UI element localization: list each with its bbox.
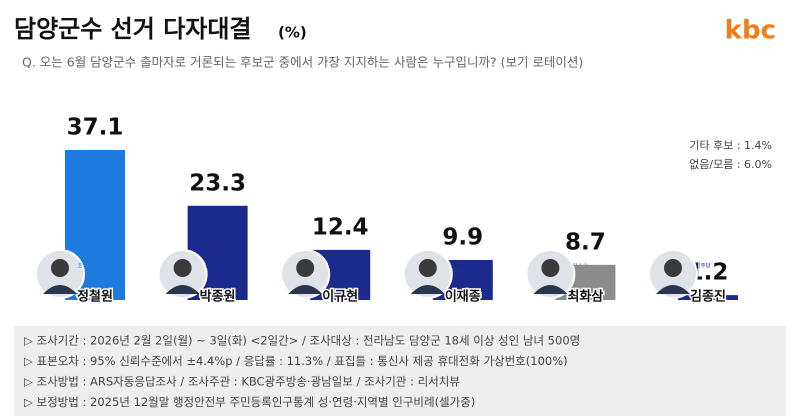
x-tick-label: 김종진 [690,289,726,305]
value-label: 37.1 [67,115,124,141]
footer-line: ▷ 표본오차 : 95% 신뢰수준에서 ±4.4%p / 응답률 : 11.3%… [24,354,568,368]
photo-body [288,285,323,294]
photo-head [418,259,437,277]
photo-head [173,259,192,277]
photo-body [410,285,445,294]
party-label: 민주당 [328,262,343,270]
party-label: 민주당 [695,262,710,270]
party-label: 조국혁신당 [77,262,102,270]
x-tick-label: 이재종 [445,289,481,305]
x-tick-label: 최화삼 [567,289,603,305]
footer-line: ▷ 조사방법 : ARS자동응답조사 / 조사주관 : KBC광주방송·광남일보… [24,375,460,389]
x-tick-label: 정철원 [77,289,113,305]
party-label: 민주당 [205,262,220,270]
unit: (%) [278,24,307,42]
logo: kbc [725,16,776,46]
note: 없음/모름 : 6.0% [689,158,772,171]
photo-body [656,285,690,294]
bar [678,295,738,300]
chart-title: 담양군수 선거 다자대결 [14,15,252,43]
x-tick-label: 박종원 [200,289,236,305]
value-label: 9.9 [442,224,483,250]
value-label: 12.4 [312,214,369,240]
value-label: 8.7 [565,229,606,255]
party-label: 민주당 [450,262,465,270]
footer-line: ▷ 보정방법 : 2025년 12월말 행정안전부 주민등록인구통계 성·연령·… [24,395,475,409]
footer-line: ▷ 조사기간 : 2026년 2월 2일(월) ~ 3일(화) <2일간> / … [24,334,580,348]
note: 기타 후보 : 1.4% [689,139,772,152]
x-tick-label: 이규현 [322,289,358,305]
photo-head [541,259,560,277]
photo-head [664,259,682,277]
photo-body [43,285,77,294]
subtitle: Q. 오는 6월 담양군수 출마자로 거론되는 후보군 중에서 가장 지지하는 … [22,55,583,70]
photo-body [165,285,200,294]
photo-body [533,285,568,294]
party-label: 무소속 [573,262,588,270]
footer-box [14,326,786,416]
value-label: 23.3 [189,170,246,196]
photo-head [51,259,69,277]
photo-head [296,259,315,277]
